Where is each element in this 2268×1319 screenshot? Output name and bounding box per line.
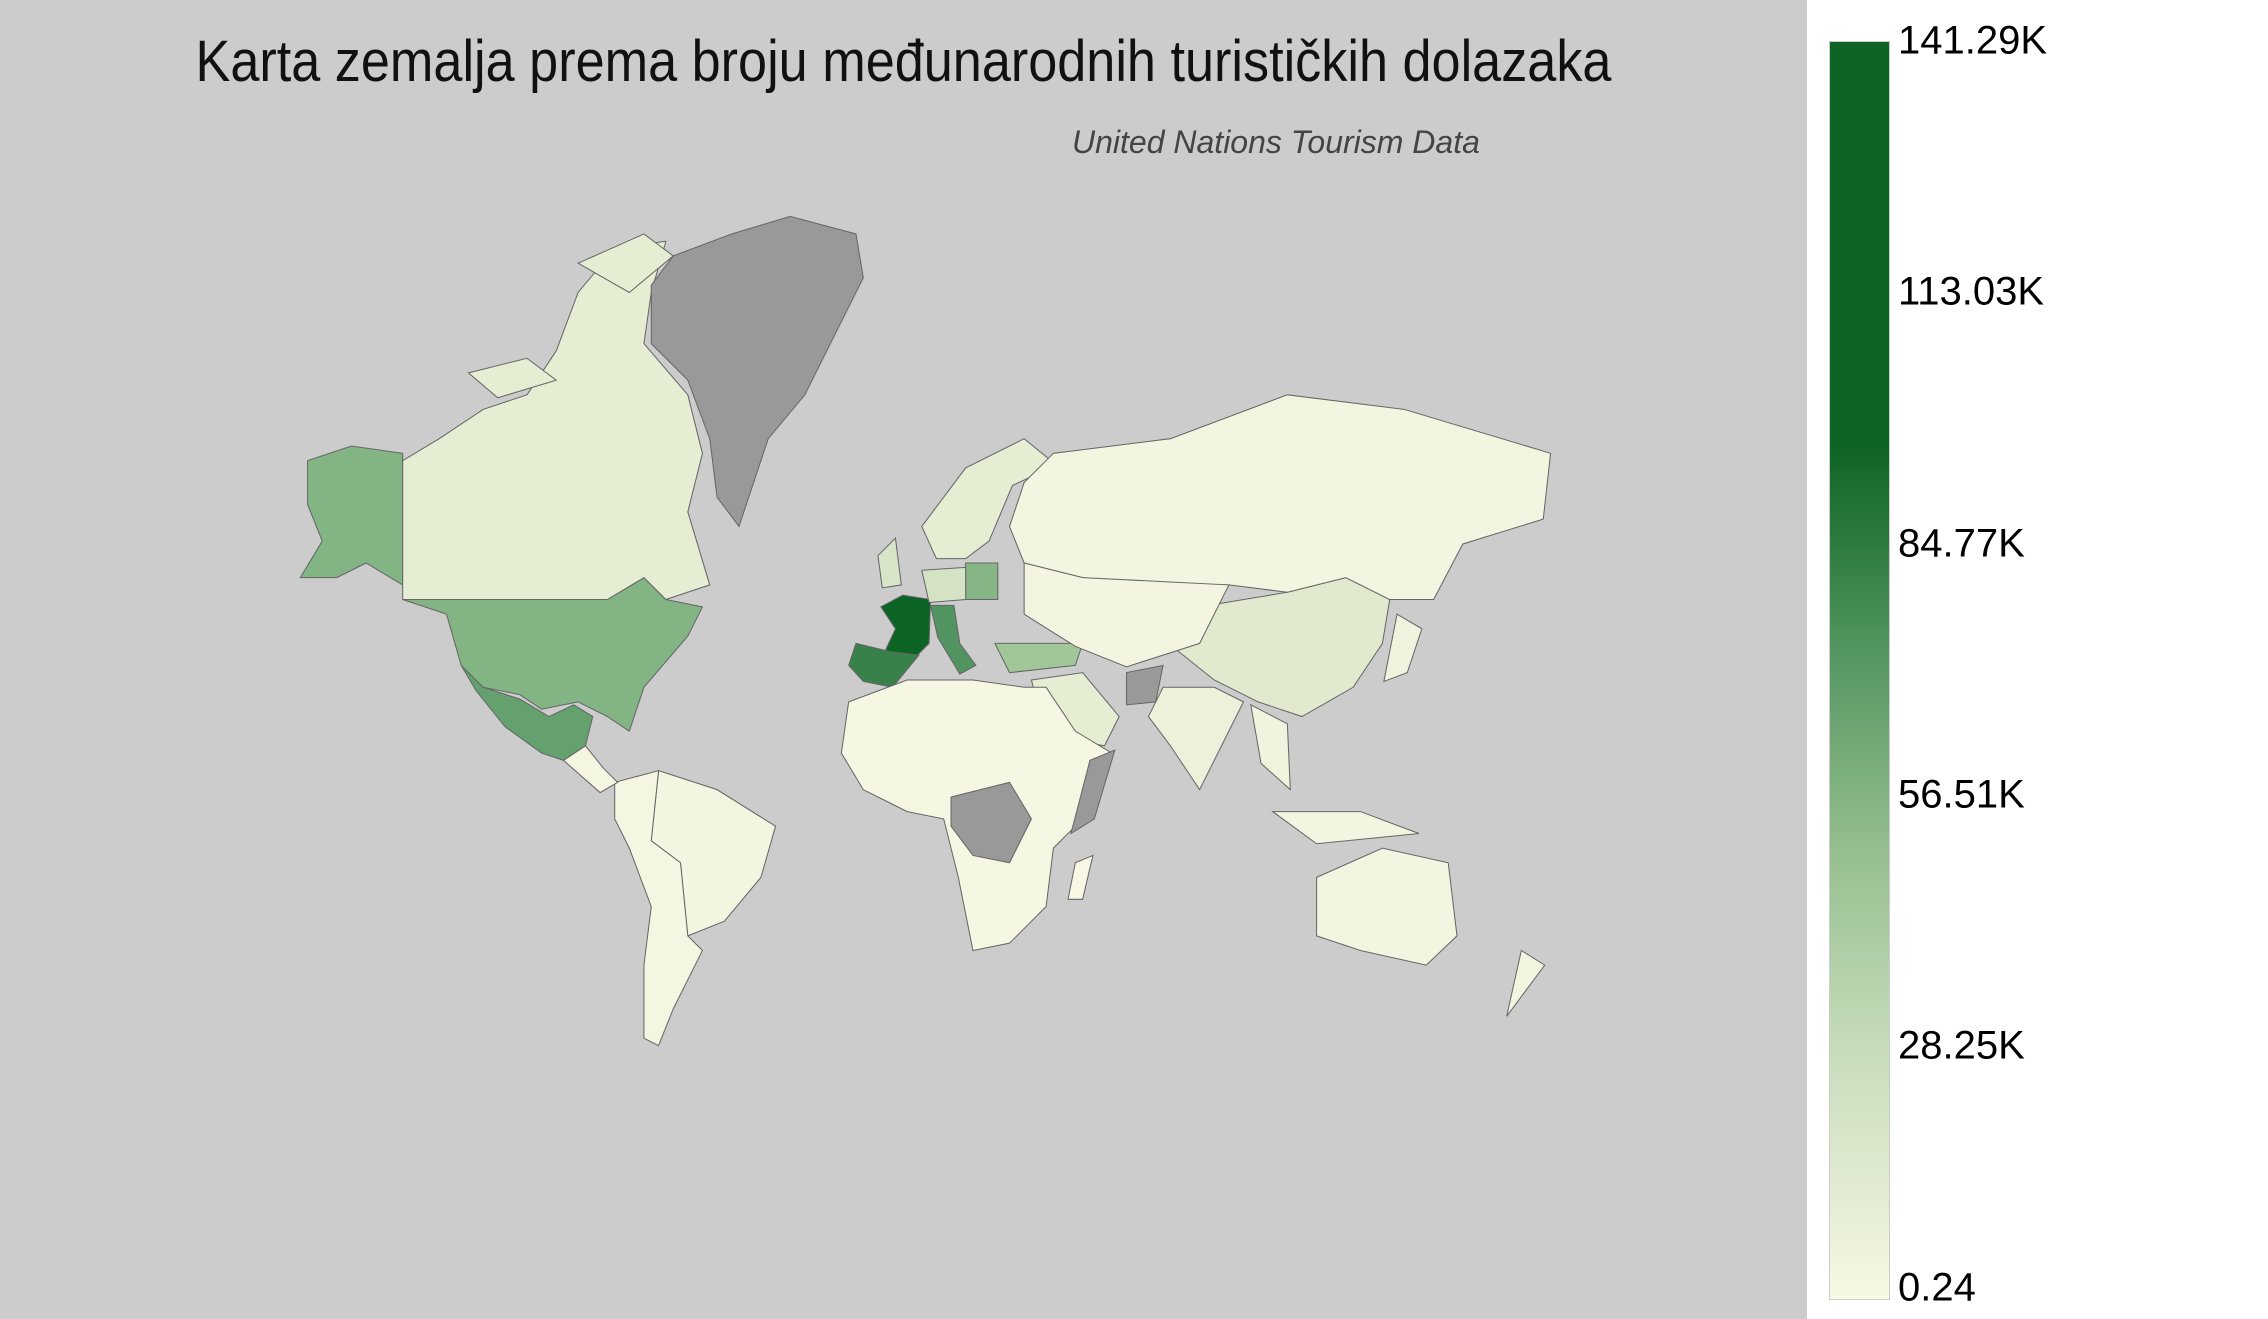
colorbar: [1829, 41, 1890, 1300]
country-shape: [921, 566, 967, 604]
region-india: [1147, 686, 1245, 791]
country-shape: [460, 664, 594, 761]
colorbar-tick: 0.24: [1898, 1265, 1976, 1310]
colorbar-tick: 141.29K: [1898, 18, 2048, 63]
region-poland: [965, 562, 999, 601]
region-italy: [929, 604, 977, 675]
region-united-kingdom: [877, 537, 902, 589]
region-greenland: [650, 215, 864, 528]
country-shape: [880, 594, 932, 659]
country-shape: [1250, 703, 1291, 791]
colorbar-tick: 28.25K: [1898, 1023, 2025, 1068]
country-shape: [950, 781, 1033, 864]
country-shape: [921, 438, 1058, 560]
country-shape: [1008, 394, 1552, 601]
country-shape: [614, 769, 704, 1047]
country-shape: [650, 215, 864, 528]
map-title: Karta zemalja prema broju međunarodnih t…: [195, 29, 1612, 94]
country-shape: [467, 357, 558, 399]
country-shape: [1023, 562, 1230, 668]
country-shape: [877, 537, 902, 589]
map-subtitle: United Nations Tourism Data: [1072, 124, 1480, 160]
region-somalia: [1070, 749, 1116, 835]
country-shape: [1125, 664, 1164, 706]
country-shape: [965, 562, 999, 601]
region-canada: [402, 233, 711, 601]
region-germany: [921, 566, 967, 604]
country-shape: [1147, 686, 1245, 791]
region-turkey: [994, 642, 1084, 674]
region-central-asia: [1023, 562, 1230, 668]
country-shape: [994, 642, 1084, 674]
country-shape: [1070, 749, 1116, 835]
country-shape: [562, 745, 619, 794]
region-russia: [1008, 394, 1552, 601]
country-shape: [1506, 949, 1546, 1017]
region-mexico: [460, 664, 594, 761]
country-shape: [1271, 811, 1420, 845]
region-scandinavia: [921, 438, 1058, 560]
region-afghanistan: [1125, 664, 1164, 706]
country-shape: [1067, 854, 1094, 900]
region-indonesia: [1271, 811, 1420, 845]
country-shape: [1383, 613, 1423, 683]
region-madagascar: [1067, 854, 1094, 900]
country-shape: [299, 445, 404, 586]
country-shape: [402, 576, 704, 732]
colorbar-tick: 113.03K: [1898, 269, 2045, 314]
country-shape: [1316, 847, 1458, 966]
region-central-america: [562, 745, 619, 794]
world-map: [299, 215, 1552, 1047]
region-japan: [1383, 613, 1423, 683]
country-shape: [929, 604, 977, 675]
colorbar-tick: 84.77K: [1898, 521, 2025, 566]
region-dr-congo: [950, 781, 1033, 864]
region-new-zealand: [1506, 949, 1546, 1017]
colorbar-tick: 56.51K: [1898, 772, 2025, 817]
region-south-america: [614, 769, 704, 1047]
region-france: [880, 594, 932, 659]
country-shape: [402, 240, 711, 601]
region-australia: [1316, 847, 1458, 966]
region-southeast-asia: [1250, 703, 1291, 791]
region-united-states: [299, 445, 704, 732]
